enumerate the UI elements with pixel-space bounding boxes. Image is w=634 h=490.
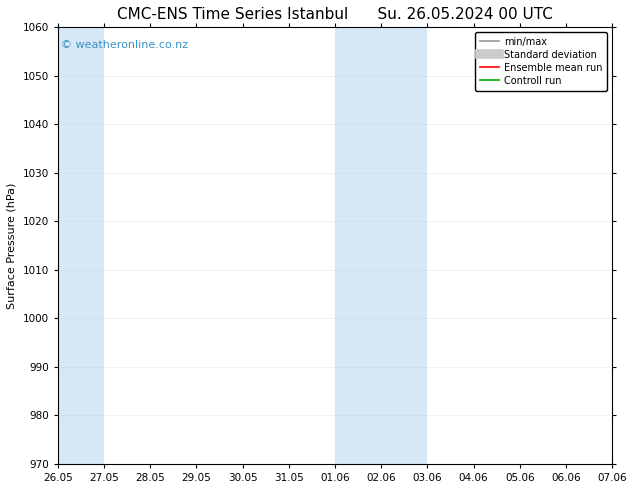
Text: © weatheronline.co.nz: © weatheronline.co.nz xyxy=(61,40,188,50)
Bar xyxy=(335,27,427,464)
Title: CMC-ENS Time Series Istanbul      Su. 26.05.2024 00 UTC: CMC-ENS Time Series Istanbul Su. 26.05.2… xyxy=(117,7,553,22)
Bar xyxy=(58,27,104,464)
Legend: min/max, Standard deviation, Ensemble mean run, Controll run: min/max, Standard deviation, Ensemble me… xyxy=(475,32,607,91)
Y-axis label: Surface Pressure (hPa): Surface Pressure (hPa) xyxy=(7,182,17,309)
